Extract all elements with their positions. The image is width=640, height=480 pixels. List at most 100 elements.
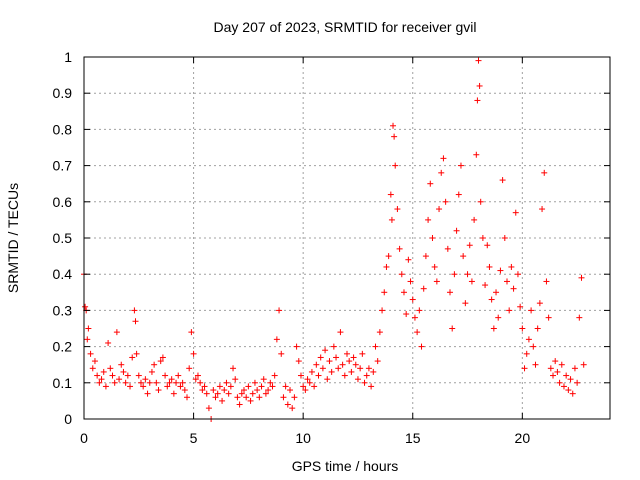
- data-point: [109, 372, 116, 379]
- y-tick-label: 0.1: [53, 375, 73, 391]
- x-tick-label: 0: [80, 430, 88, 446]
- data-point: [116, 376, 123, 383]
- data-point: [563, 372, 570, 379]
- data-point: [391, 133, 398, 140]
- data-point: [151, 361, 158, 368]
- data-point: [372, 343, 379, 350]
- data-point: [409, 296, 416, 303]
- data-point: [556, 379, 563, 386]
- data-point: [102, 383, 109, 390]
- data-point: [420, 285, 427, 292]
- data-point: [433, 278, 440, 285]
- data-point: [580, 361, 587, 368]
- data-point: [578, 274, 585, 281]
- data-point: [495, 314, 502, 321]
- data-point: [282, 383, 289, 390]
- data-point: [528, 307, 535, 314]
- data-point: [280, 394, 287, 401]
- data-point: [541, 169, 548, 176]
- data-point: [234, 394, 241, 401]
- data-point: [392, 162, 399, 169]
- data-point: [530, 343, 537, 350]
- data-point: [396, 245, 403, 252]
- data-point: [567, 376, 574, 383]
- data-point: [142, 376, 149, 383]
- data-point: [374, 358, 381, 365]
- data-point: [98, 376, 105, 383]
- data-point: [302, 387, 309, 394]
- data-point: [414, 329, 421, 336]
- data-point: [400, 289, 407, 296]
- data-point: [203, 390, 210, 397]
- data-point: [118, 361, 125, 368]
- data-point: [576, 314, 583, 321]
- data-point: [179, 379, 186, 386]
- data-point: [488, 296, 495, 303]
- data-point: [431, 263, 438, 270]
- data-point: [157, 358, 164, 365]
- data-point: [129, 354, 136, 361]
- data-point: [451, 271, 458, 278]
- data-point: [124, 372, 131, 379]
- data-point: [271, 372, 278, 379]
- data-point: [295, 358, 302, 365]
- data-point: [444, 245, 451, 252]
- plot-frame: [83, 56, 611, 420]
- data-point: [521, 365, 528, 372]
- data-point: [284, 401, 291, 408]
- data-point: [100, 368, 107, 375]
- data-point: [223, 379, 230, 386]
- data-point: [300, 383, 307, 390]
- data-point: [552, 358, 559, 365]
- data-point: [304, 376, 311, 383]
- data-point: [201, 383, 208, 390]
- data-point: [486, 263, 493, 270]
- data-point: [348, 368, 355, 375]
- data-point: [337, 329, 344, 336]
- data-point: [313, 361, 320, 368]
- data-point: [297, 372, 304, 379]
- data-point: [484, 242, 491, 249]
- data-point: [462, 300, 469, 307]
- data-point: [105, 339, 112, 346]
- data-point: [476, 82, 483, 89]
- data-point: [554, 368, 561, 375]
- data-point: [265, 387, 272, 394]
- data-point: [273, 336, 280, 343]
- data-point: [315, 372, 322, 379]
- data-point: [508, 263, 515, 270]
- data-point: [289, 405, 296, 412]
- data-point: [96, 379, 103, 386]
- data-point: [249, 390, 256, 397]
- data-point: [388, 216, 395, 223]
- data-point: [328, 368, 335, 375]
- data-point: [170, 390, 177, 397]
- y-tick-label: 0.9: [53, 85, 73, 101]
- data-point: [87, 350, 94, 357]
- data-point: [190, 350, 197, 357]
- data-point: [359, 350, 366, 357]
- data-point: [403, 311, 410, 318]
- data-point: [199, 387, 206, 394]
- data-point: [344, 350, 350, 357]
- data-point: [346, 358, 353, 365]
- data-point: [133, 350, 140, 357]
- data-point: [536, 300, 543, 307]
- data-point: [361, 379, 368, 386]
- data-point: [440, 155, 447, 162]
- data-point: [319, 365, 326, 372]
- data-point: [232, 376, 239, 383]
- y-tick-label: 0.8: [53, 121, 73, 137]
- data-point: [449, 325, 456, 332]
- data-point: [427, 180, 434, 187]
- data-point: [497, 267, 504, 274]
- data-point: [365, 365, 372, 372]
- data-point: [473, 151, 480, 158]
- data-point: [510, 285, 517, 292]
- data-point: [251, 379, 258, 386]
- data-point: [455, 191, 462, 198]
- data-point: [291, 394, 298, 401]
- x-tick-label: 20: [515, 430, 531, 446]
- data-point: [166, 379, 173, 386]
- data-point: [188, 329, 195, 336]
